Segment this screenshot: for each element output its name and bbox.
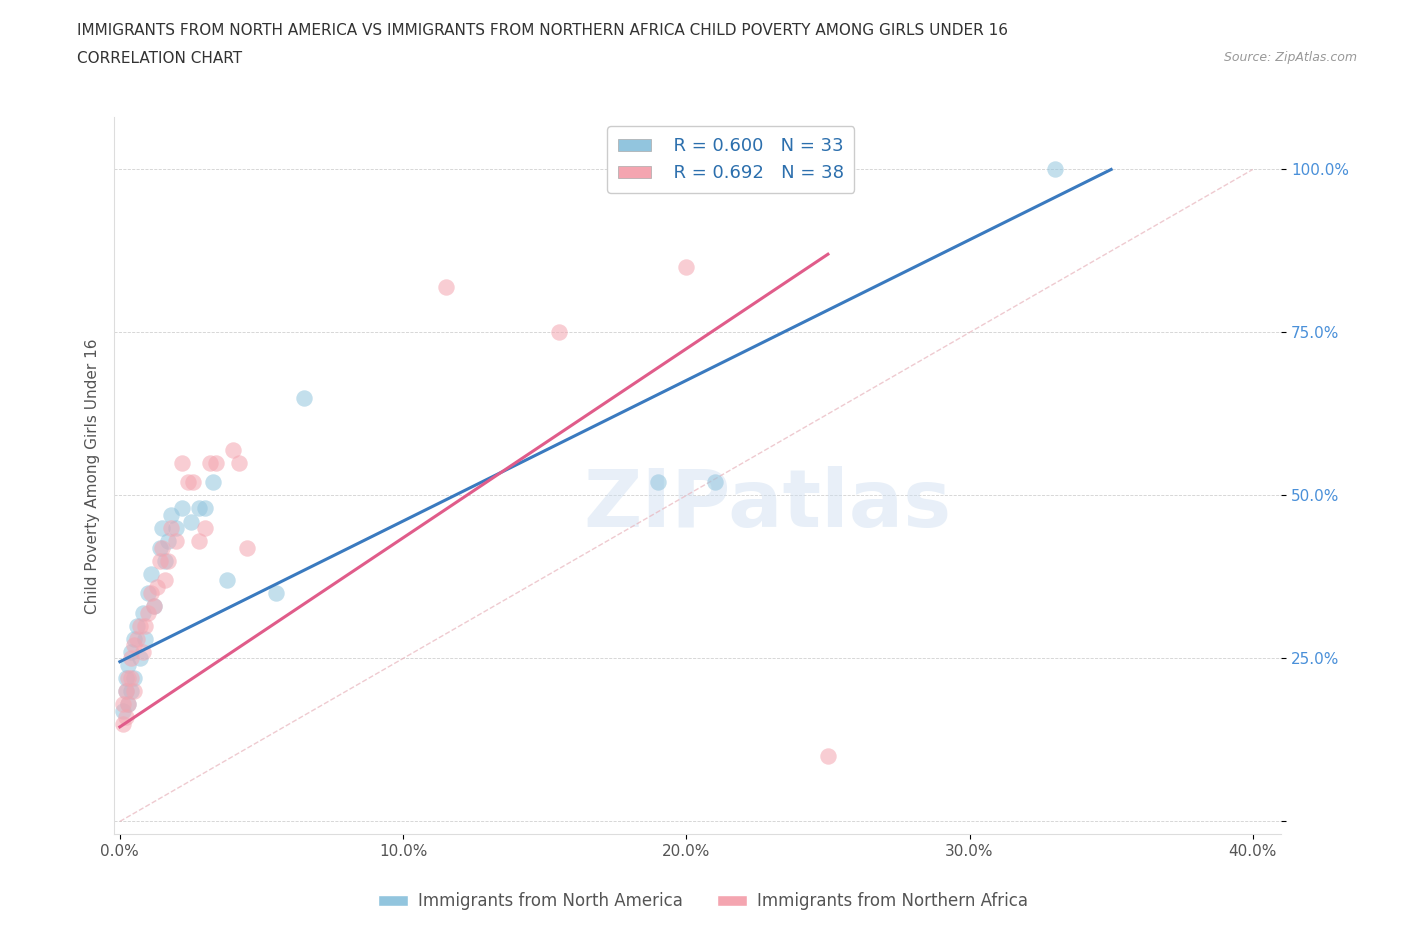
Point xyxy=(120,644,142,659)
Point xyxy=(647,475,669,490)
Point xyxy=(183,475,205,490)
Point xyxy=(222,443,245,458)
Point xyxy=(434,279,457,294)
Point xyxy=(194,521,217,536)
Point xyxy=(148,553,170,568)
Point xyxy=(139,586,162,601)
Point xyxy=(117,658,139,672)
Y-axis label: Child Poverty Among Girls Under 16: Child Poverty Among Girls Under 16 xyxy=(86,339,100,614)
Point xyxy=(200,456,222,471)
Point xyxy=(228,456,250,471)
Point xyxy=(134,631,156,646)
Point xyxy=(172,456,194,471)
Point xyxy=(202,475,225,490)
Point xyxy=(136,605,159,620)
Point xyxy=(703,475,725,490)
Point xyxy=(177,475,200,490)
Point xyxy=(125,631,148,646)
Point xyxy=(675,259,697,274)
Point xyxy=(122,671,145,685)
Point xyxy=(188,501,211,516)
Point xyxy=(114,684,136,698)
Point xyxy=(153,573,176,588)
Point xyxy=(114,684,136,698)
Point xyxy=(131,605,153,620)
Point xyxy=(205,456,228,471)
Point xyxy=(117,671,139,685)
Legend: Immigrants from North America, Immigrants from Northern Africa: Immigrants from North America, Immigrant… xyxy=(371,885,1035,917)
Point xyxy=(150,521,173,536)
Text: CORRELATION CHART: CORRELATION CHART xyxy=(77,51,242,66)
Point xyxy=(194,501,217,516)
Point xyxy=(131,644,153,659)
Point xyxy=(128,618,150,633)
Point xyxy=(145,579,167,594)
Point xyxy=(117,697,139,711)
Point xyxy=(217,573,239,588)
Point xyxy=(114,671,136,685)
Point xyxy=(122,638,145,653)
Point xyxy=(166,534,188,549)
Point xyxy=(160,521,183,536)
Point xyxy=(817,749,839,764)
Point xyxy=(166,521,188,536)
Point xyxy=(264,586,287,601)
Point xyxy=(128,651,150,666)
Point xyxy=(111,697,134,711)
Point xyxy=(148,540,170,555)
Point xyxy=(160,508,183,523)
Point xyxy=(120,671,142,685)
Point xyxy=(292,391,315,405)
Point xyxy=(1043,162,1066,177)
Point xyxy=(153,553,176,568)
Point xyxy=(156,534,179,549)
Point xyxy=(236,540,259,555)
Point xyxy=(111,716,134,731)
Point xyxy=(172,501,194,516)
Point xyxy=(114,710,136,724)
Point xyxy=(125,618,148,633)
Point xyxy=(134,618,156,633)
Point xyxy=(150,540,173,555)
Point xyxy=(139,566,162,581)
Point xyxy=(180,514,202,529)
Point xyxy=(120,684,142,698)
Point xyxy=(122,684,145,698)
Point xyxy=(156,553,179,568)
Point xyxy=(117,697,139,711)
Point xyxy=(142,599,165,614)
Point xyxy=(111,703,134,718)
Point xyxy=(136,586,159,601)
Legend:   R = 0.600   N = 33,   R = 0.692   N = 38: R = 0.600 N = 33, R = 0.692 N = 38 xyxy=(607,126,855,193)
Point xyxy=(547,325,569,339)
Text: IMMIGRANTS FROM NORTH AMERICA VS IMMIGRANTS FROM NORTHERN AFRICA CHILD POVERTY A: IMMIGRANTS FROM NORTH AMERICA VS IMMIGRA… xyxy=(77,23,1008,38)
Point xyxy=(122,631,145,646)
Text: ZIPatlas: ZIPatlas xyxy=(583,466,952,543)
Text: Source: ZipAtlas.com: Source: ZipAtlas.com xyxy=(1223,51,1357,64)
Point xyxy=(142,599,165,614)
Point xyxy=(120,651,142,666)
Point xyxy=(188,534,211,549)
